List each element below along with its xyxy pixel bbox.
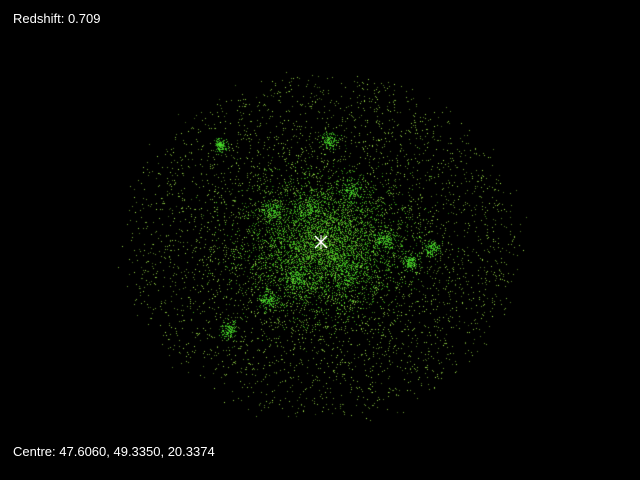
centre-label: Centre:: [13, 444, 56, 459]
redshift-value: 0.709: [67, 11, 101, 26]
crosshair-icon: [314, 235, 328, 249]
redshift-label: Redshift:: [13, 11, 65, 26]
redshift-readout: Redshift: 0.709: [13, 11, 100, 27]
centre-value: 47.6060, 49.3350, 20.3374: [59, 444, 215, 459]
centre-readout: Centre: 47.6060, 49.3350, 20.3374: [13, 444, 215, 460]
